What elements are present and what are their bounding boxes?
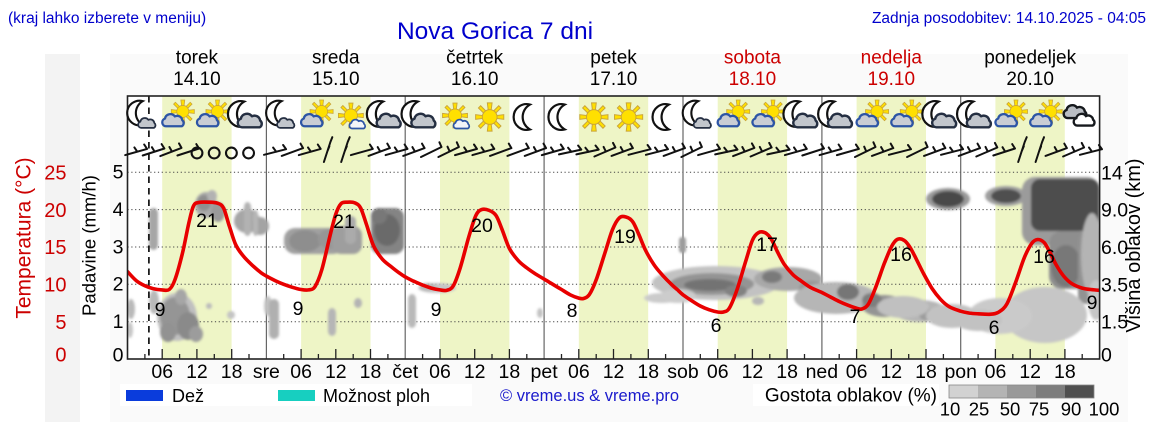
svg-text:17.10: 17.10 <box>590 69 638 90</box>
svg-text:06: 06 <box>429 361 451 383</box>
svg-text:12: 12 <box>742 361 764 383</box>
svg-text:četrtek: četrtek <box>446 48 504 69</box>
svg-text:20: 20 <box>44 200 66 222</box>
svg-text:Višina oblakov (km): Višina oblakov (km) <box>1123 158 1145 332</box>
svg-text:15.10: 15.10 <box>312 69 360 90</box>
svg-text:50: 50 <box>1000 399 1021 420</box>
svg-text:5: 5 <box>113 162 124 184</box>
svg-text:1.5: 1.5 <box>1101 312 1128 334</box>
svg-text:6: 6 <box>989 317 1000 339</box>
svg-text:10: 10 <box>44 275 66 297</box>
svg-text:Možnost ploh: Možnost ploh <box>323 386 430 406</box>
svg-text:17: 17 <box>756 234 778 256</box>
svg-text:Temperatura (°C): Temperatura (°C) <box>13 157 36 318</box>
svg-text:3: 3 <box>113 236 124 258</box>
svg-text:0: 0 <box>1101 345 1112 367</box>
svg-text:4: 4 <box>113 199 124 221</box>
svg-text:16: 16 <box>1033 246 1055 268</box>
svg-text:100: 100 <box>1089 399 1120 420</box>
svg-text:sreda: sreda <box>312 48 360 69</box>
svg-text:06: 06 <box>568 361 590 383</box>
svg-text:1: 1 <box>113 311 124 333</box>
svg-text:9: 9 <box>155 299 166 321</box>
svg-text:25: 25 <box>969 399 990 420</box>
svg-text:9: 9 <box>1087 292 1098 314</box>
svg-text:18: 18 <box>360 361 382 383</box>
svg-text:20.10: 20.10 <box>1006 69 1054 90</box>
svg-text:nedelja: nedelja <box>861 48 923 69</box>
svg-text:sre: sre <box>253 361 280 383</box>
svg-text:0: 0 <box>113 345 124 367</box>
svg-text:12: 12 <box>880 361 902 383</box>
svg-text:06: 06 <box>707 361 729 383</box>
svg-text:18: 18 <box>221 361 243 383</box>
svg-text:2: 2 <box>113 274 124 296</box>
svg-text:20: 20 <box>471 215 493 237</box>
svg-text:9: 9 <box>293 298 304 320</box>
svg-text:petek: petek <box>590 48 637 69</box>
svg-text:(kraj lahko izberete v meniju): (kraj lahko izberete v meniju) <box>8 10 206 27</box>
svg-text:8: 8 <box>567 300 578 322</box>
svg-text:6.0: 6.0 <box>1101 237 1128 259</box>
svg-text:12: 12 <box>325 361 347 383</box>
svg-text:12: 12 <box>1019 361 1041 383</box>
svg-text:ponedeljek: ponedeljek <box>984 48 1076 69</box>
svg-text:18: 18 <box>499 361 521 383</box>
svg-text:16.10: 16.10 <box>451 69 499 90</box>
svg-text:sob: sob <box>667 361 699 383</box>
svg-text:19: 19 <box>614 226 636 248</box>
svg-text:0: 0 <box>55 345 66 367</box>
svg-text:9.0: 9.0 <box>1101 200 1128 222</box>
svg-text:pet: pet <box>531 361 559 383</box>
svg-text:čet: čet <box>392 361 419 383</box>
svg-text:sobota: sobota <box>724 48 781 69</box>
svg-text:75: 75 <box>1029 399 1050 420</box>
svg-text:18.10: 18.10 <box>729 69 777 90</box>
svg-text:12: 12 <box>603 361 625 383</box>
svg-text:12: 12 <box>186 361 208 383</box>
svg-text:21: 21 <box>333 211 355 233</box>
svg-text:21: 21 <box>196 210 218 232</box>
svg-text:Gostota oblakov (%): Gostota oblakov (%) <box>765 386 937 407</box>
svg-text:16: 16 <box>890 244 912 266</box>
svg-text:ned: ned <box>806 361 839 383</box>
svg-text:14.10: 14.10 <box>173 69 221 90</box>
svg-text:19.10: 19.10 <box>868 69 916 90</box>
svg-text:15: 15 <box>44 237 66 259</box>
svg-text:10: 10 <box>940 399 961 420</box>
svg-text:14: 14 <box>1101 162 1123 184</box>
svg-text:Dež: Dež <box>172 386 204 406</box>
svg-text:25: 25 <box>44 163 66 185</box>
svg-text:5: 5 <box>55 312 66 334</box>
svg-text:6: 6 <box>711 315 722 337</box>
svg-text:© vreme.us & vreme.pro: © vreme.us & vreme.pro <box>500 387 679 405</box>
svg-text:18: 18 <box>1054 361 1076 383</box>
svg-text:90: 90 <box>1061 399 1082 420</box>
svg-text:18: 18 <box>637 361 659 383</box>
svg-text:pon: pon <box>944 361 977 383</box>
svg-text:Padavine (mm/h): Padavine (mm/h) <box>79 175 100 316</box>
svg-text:3.5: 3.5 <box>1101 274 1128 296</box>
svg-text:7: 7 <box>850 306 861 328</box>
svg-text:06: 06 <box>151 361 173 383</box>
svg-text:torek: torek <box>176 48 219 69</box>
svg-text:Nova Gorica 7 dni: Nova Gorica 7 dni <box>397 18 593 45</box>
svg-text:12: 12 <box>464 361 486 383</box>
svg-text:9: 9 <box>431 299 442 321</box>
svg-text:Zadnja posodobitev: 14.10.2025: Zadnja posodobitev: 14.10.2025 - 04:05 <box>872 10 1146 27</box>
svg-text:06: 06 <box>846 361 868 383</box>
svg-text:18: 18 <box>915 361 937 383</box>
svg-text:06: 06 <box>985 361 1007 383</box>
svg-text:06: 06 <box>290 361 312 383</box>
svg-text:18: 18 <box>776 361 798 383</box>
